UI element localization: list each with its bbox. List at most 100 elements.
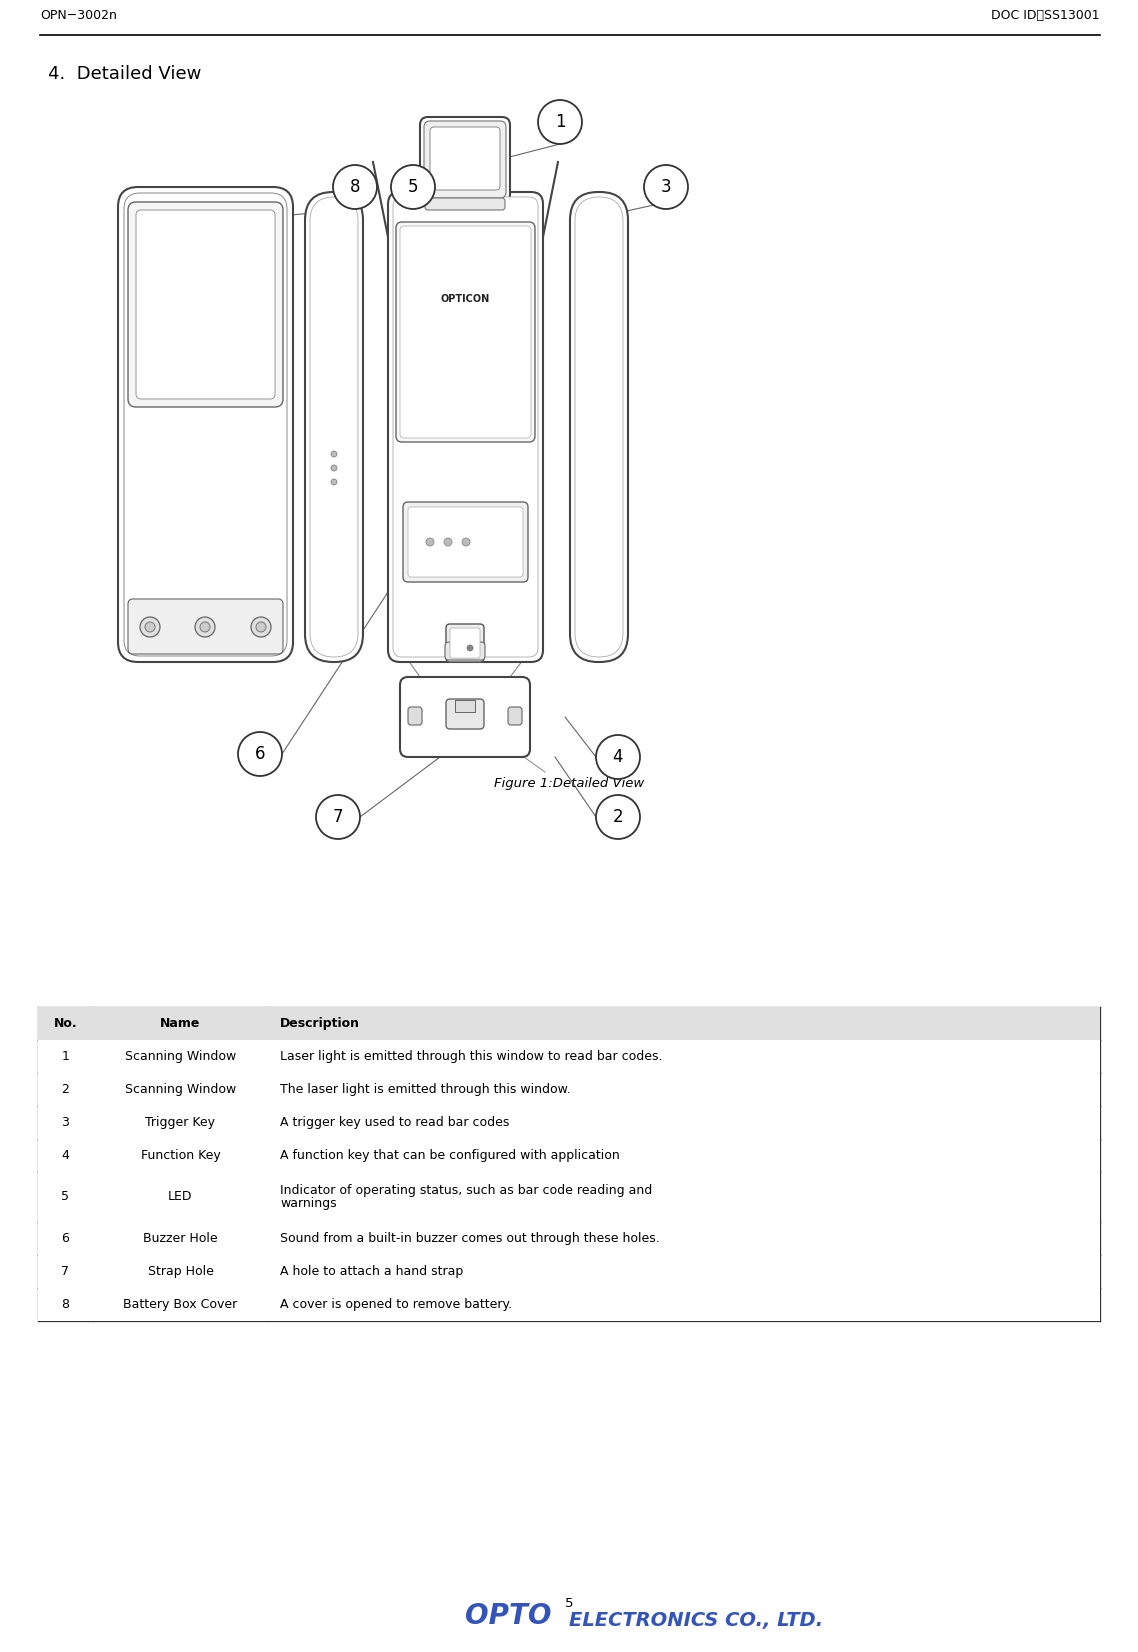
Text: Battery Box Cover: Battery Box Cover bbox=[123, 1298, 238, 1312]
Text: Sound from a built-in buzzer comes out through these holes.: Sound from a built-in buzzer comes out t… bbox=[280, 1232, 660, 1246]
Circle shape bbox=[238, 732, 282, 776]
FancyBboxPatch shape bbox=[305, 192, 363, 662]
Text: 3: 3 bbox=[661, 178, 671, 197]
Text: A cover is opened to remove battery.: A cover is opened to remove battery. bbox=[280, 1298, 512, 1312]
FancyBboxPatch shape bbox=[399, 226, 531, 438]
Text: 8: 8 bbox=[61, 1298, 69, 1312]
Bar bbox=[38, 1008, 1100, 1041]
Text: Laser light is emitted through this window to read bar codes.: Laser light is emitted through this wind… bbox=[280, 1051, 662, 1062]
Text: Indicator of operating status, such as bar code reading and: Indicator of operating status, such as b… bbox=[280, 1184, 652, 1196]
FancyBboxPatch shape bbox=[118, 187, 292, 662]
Bar bbox=[38, 1222, 1100, 1256]
Bar bbox=[38, 1105, 1100, 1138]
Circle shape bbox=[331, 479, 337, 486]
Text: 8: 8 bbox=[349, 178, 361, 197]
FancyBboxPatch shape bbox=[403, 502, 528, 582]
Bar bbox=[38, 1289, 1100, 1322]
FancyBboxPatch shape bbox=[396, 221, 535, 443]
Bar bbox=[38, 1074, 1100, 1105]
FancyBboxPatch shape bbox=[424, 198, 505, 210]
Bar bbox=[38, 1041, 1100, 1074]
Text: OPN−3002n: OPN−3002n bbox=[40, 8, 117, 21]
Text: Strap Hole: Strap Hole bbox=[148, 1265, 214, 1279]
Text: 1: 1 bbox=[61, 1051, 69, 1062]
Text: ELECTRONICS CO., LTD.: ELECTRONICS CO., LTD. bbox=[569, 1611, 823, 1631]
Circle shape bbox=[145, 623, 155, 633]
FancyBboxPatch shape bbox=[310, 197, 358, 657]
Circle shape bbox=[644, 165, 688, 210]
Circle shape bbox=[596, 735, 640, 780]
Circle shape bbox=[251, 616, 271, 638]
Text: LED: LED bbox=[168, 1191, 192, 1204]
FancyBboxPatch shape bbox=[424, 121, 506, 198]
Text: 5: 5 bbox=[61, 1191, 69, 1204]
Text: The laser light is emitted through this window.: The laser light is emitted through this … bbox=[280, 1084, 571, 1095]
Circle shape bbox=[426, 539, 434, 547]
FancyBboxPatch shape bbox=[409, 707, 422, 725]
Circle shape bbox=[195, 616, 215, 638]
Text: Scanning Window: Scanning Window bbox=[125, 1084, 236, 1095]
FancyBboxPatch shape bbox=[508, 707, 522, 725]
Text: 1: 1 bbox=[554, 112, 566, 131]
Text: 6: 6 bbox=[61, 1232, 69, 1246]
Text: 3: 3 bbox=[61, 1117, 69, 1128]
Text: Buzzer Hole: Buzzer Hole bbox=[143, 1232, 217, 1246]
Text: 7: 7 bbox=[332, 808, 344, 826]
Text: OPTO: OPTO bbox=[465, 1602, 552, 1631]
Bar bbox=[38, 1138, 1100, 1171]
FancyBboxPatch shape bbox=[388, 192, 543, 662]
Circle shape bbox=[462, 539, 470, 547]
Circle shape bbox=[331, 451, 337, 458]
Text: 4.  Detailed View: 4. Detailed View bbox=[48, 64, 201, 83]
Text: 4: 4 bbox=[612, 748, 624, 767]
Circle shape bbox=[316, 795, 360, 839]
Bar bbox=[455, 700, 475, 712]
Text: 2: 2 bbox=[612, 808, 624, 826]
FancyBboxPatch shape bbox=[575, 197, 622, 657]
FancyBboxPatch shape bbox=[445, 643, 485, 661]
Text: Scanning Window: Scanning Window bbox=[125, 1051, 236, 1062]
FancyBboxPatch shape bbox=[446, 624, 484, 662]
Circle shape bbox=[331, 464, 337, 471]
Text: 5: 5 bbox=[407, 178, 419, 197]
Circle shape bbox=[538, 101, 582, 144]
Bar bbox=[38, 1171, 1100, 1222]
Text: Function Key: Function Key bbox=[141, 1150, 221, 1161]
Bar bbox=[38, 1256, 1100, 1289]
FancyBboxPatch shape bbox=[127, 202, 283, 406]
FancyBboxPatch shape bbox=[420, 117, 510, 202]
Text: 6: 6 bbox=[255, 745, 265, 763]
Text: 7: 7 bbox=[61, 1265, 69, 1279]
Text: Name: Name bbox=[160, 1018, 200, 1029]
FancyBboxPatch shape bbox=[137, 210, 275, 400]
FancyBboxPatch shape bbox=[127, 600, 283, 654]
Text: A trigger key used to read bar codes: A trigger key used to read bar codes bbox=[280, 1117, 510, 1128]
Text: Description: Description bbox=[280, 1018, 360, 1029]
Circle shape bbox=[596, 795, 640, 839]
FancyBboxPatch shape bbox=[399, 677, 530, 757]
Text: Figure 1:Detailed View: Figure 1:Detailed View bbox=[494, 776, 644, 790]
Text: No.: No. bbox=[53, 1018, 77, 1029]
FancyBboxPatch shape bbox=[446, 699, 484, 729]
FancyBboxPatch shape bbox=[570, 192, 628, 662]
Circle shape bbox=[140, 616, 160, 638]
FancyBboxPatch shape bbox=[393, 197, 538, 657]
FancyBboxPatch shape bbox=[409, 507, 523, 577]
Circle shape bbox=[333, 165, 377, 210]
Text: A function key that can be configured with application: A function key that can be configured wi… bbox=[280, 1150, 620, 1161]
Circle shape bbox=[200, 623, 211, 633]
Circle shape bbox=[256, 623, 266, 633]
Circle shape bbox=[467, 644, 473, 651]
FancyBboxPatch shape bbox=[124, 193, 287, 656]
FancyBboxPatch shape bbox=[450, 628, 480, 657]
Text: 4: 4 bbox=[61, 1150, 69, 1161]
Text: 5: 5 bbox=[564, 1597, 574, 1611]
Circle shape bbox=[391, 165, 435, 210]
Text: Trigger Key: Trigger Key bbox=[146, 1117, 215, 1128]
Text: DOC ID：SS13001: DOC ID：SS13001 bbox=[991, 8, 1100, 21]
Text: warnings: warnings bbox=[280, 1198, 337, 1211]
FancyBboxPatch shape bbox=[430, 127, 500, 190]
Text: A hole to attach a hand strap: A hole to attach a hand strap bbox=[280, 1265, 463, 1279]
Circle shape bbox=[444, 539, 452, 547]
Text: 2: 2 bbox=[61, 1084, 69, 1095]
